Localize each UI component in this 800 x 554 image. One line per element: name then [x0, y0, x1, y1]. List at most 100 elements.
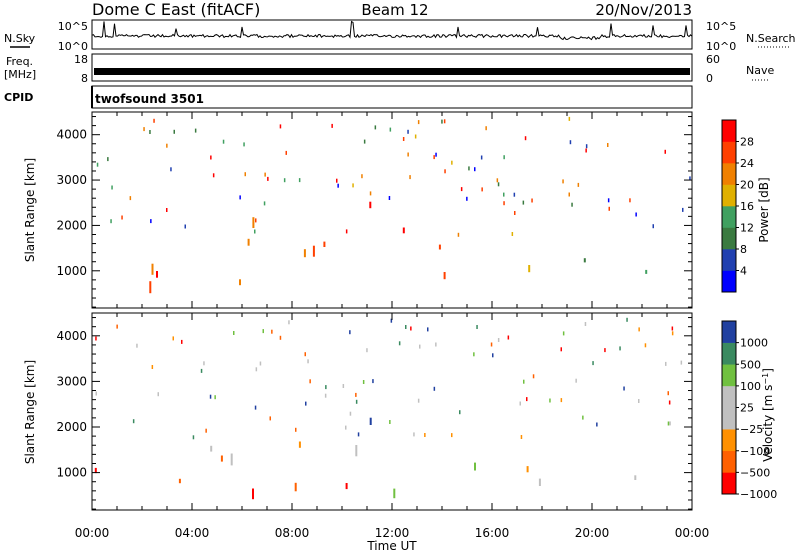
colorbar-tick-label: 500 — [740, 358, 761, 371]
data-cell — [361, 174, 363, 179]
data-cell — [571, 202, 573, 207]
data-cell — [283, 178, 286, 183]
data-cell — [584, 322, 587, 326]
data-cell — [569, 140, 572, 145]
time-axis-labels: 00:00 04:00 08:00 12:00 16:00 20:00 00:00 — [75, 526, 710, 540]
data-cell — [503, 192, 505, 197]
data-cell — [150, 219, 152, 224]
data-cell — [336, 178, 338, 183]
time-tick-label: 00:00 — [75, 526, 110, 540]
colorbar-tick-label: 20 — [740, 179, 754, 192]
data-cell — [402, 137, 405, 141]
time-tick-label: 04:00 — [175, 526, 210, 540]
data-cell — [460, 187, 463, 192]
data-cell — [577, 182, 580, 187]
data-cell — [682, 207, 684, 212]
data-cell — [374, 125, 377, 130]
data-cell — [592, 361, 594, 366]
colorbar-swatch — [722, 364, 736, 387]
data-cell — [528, 265, 531, 273]
data-cell — [407, 129, 409, 134]
data-cell — [638, 327, 640, 332]
data-cell — [203, 361, 205, 366]
freq-label-line2: [MHz] — [4, 68, 36, 81]
nsearch-label: N.Search — [746, 32, 796, 45]
data-cell — [372, 379, 374, 384]
y-tick-label: 1000 — [56, 466, 87, 480]
data-cell — [644, 343, 647, 348]
colorbar-tick-label: 28 — [740, 136, 754, 149]
data-cell — [438, 244, 441, 250]
data-cell — [149, 130, 151, 134]
colorbar-swatch — [722, 429, 736, 452]
velocity-xaxis — [91, 313, 693, 510]
power-colorbar: 4 8 12 16 20 24 28 — [721, 119, 754, 293]
data-cell — [457, 232, 460, 237]
data-cell — [417, 120, 420, 125]
colorbar-swatch — [722, 407, 736, 430]
data-cell — [247, 238, 250, 246]
data-cell — [121, 215, 123, 220]
data-cell — [626, 317, 628, 322]
data-cell — [173, 129, 175, 134]
data-cell — [607, 143, 609, 147]
velocity-ylabel: Slant Range [km] — [23, 360, 37, 464]
data-cell — [409, 175, 411, 180]
data-cell — [585, 144, 588, 149]
data-cell — [324, 393, 327, 398]
y-tick-label: 2000 — [56, 420, 87, 434]
data-cell — [243, 142, 245, 147]
data-cell — [239, 279, 241, 286]
colorbar-tick-label: 24 — [740, 157, 754, 170]
data-cell — [170, 167, 172, 172]
nave-label: Nave — [746, 64, 774, 77]
colorbar-swatch — [722, 270, 736, 293]
freq-frame — [91, 53, 693, 82]
nave-tick-top: 60 — [706, 53, 720, 66]
data-cell — [244, 172, 246, 177]
data-cell — [366, 348, 368, 353]
colorbar-swatch — [722, 321, 736, 343]
data-cell — [560, 398, 563, 403]
colorbar-swatch — [722, 184, 736, 207]
data-cell — [669, 421, 671, 426]
data-cell — [111, 185, 113, 190]
data-cell — [355, 399, 358, 404]
power-data — [96, 116, 691, 294]
data-cell — [466, 196, 468, 201]
data-cell — [414, 134, 417, 139]
data-cell — [151, 263, 154, 275]
data-cell — [402, 227, 405, 234]
velocity-panel: 1000 2000 3000 4000 Slant Range [km] 1000 50… — [23, 312, 777, 511]
data-cell — [252, 488, 254, 500]
data-cell — [623, 386, 625, 391]
nsky-trace — [91, 20, 693, 41]
data-cell — [279, 335, 282, 340]
data-cell — [307, 359, 309, 364]
data-cell — [355, 392, 357, 397]
data-cell — [214, 395, 216, 400]
data-cell — [390, 318, 393, 323]
data-cell — [476, 325, 478, 329]
data-cell — [497, 182, 500, 187]
colorbar-tick-label: −1000 — [740, 488, 777, 501]
colorbar-swatch — [722, 206, 736, 228]
data-cell — [526, 397, 528, 402]
time-tick-label: 00:00 — [675, 526, 710, 540]
data-cell — [604, 348, 606, 353]
data-cell — [369, 201, 372, 209]
velocity-yaxis: 1000 2000 3000 4000 — [56, 317, 692, 510]
data-cell — [497, 338, 500, 342]
data-cell — [492, 353, 494, 358]
cpid-panel: CPID twofsound 3501 — [4, 85, 693, 109]
data-cell — [96, 162, 99, 167]
data-cell — [279, 124, 282, 129]
data-cell — [369, 191, 372, 196]
data-cell — [389, 420, 391, 424]
data-cell — [503, 155, 505, 160]
colorbar-tick-label: 16 — [740, 200, 754, 213]
data-cell — [514, 211, 516, 215]
data-cell — [629, 198, 631, 203]
colorbar-tick-label: 8 — [740, 243, 747, 256]
data-cell — [209, 394, 212, 399]
